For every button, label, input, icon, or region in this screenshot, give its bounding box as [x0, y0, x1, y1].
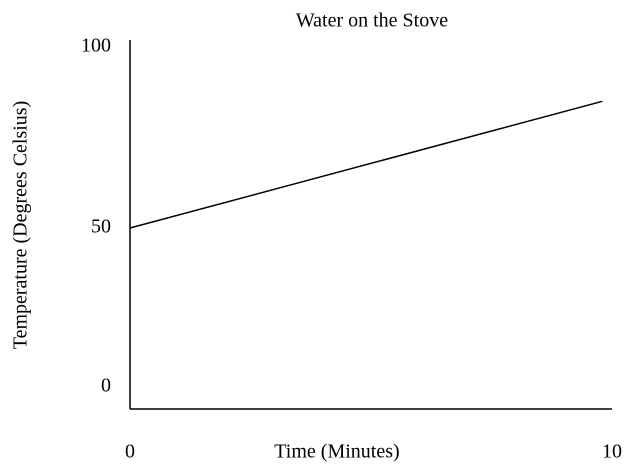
x-tick-label: 0 [125, 441, 135, 463]
data-line [129, 100, 603, 229]
y-axis-label: Temperature (Degrees Celsius) [10, 101, 32, 350]
chart-title: Water on the Stove [296, 10, 448, 32]
x-tick-label: 10 [602, 441, 622, 463]
y-tick-label: 0 [101, 375, 111, 397]
y-tick-label: 100 [81, 35, 111, 57]
y-tick-label: 50 [91, 216, 111, 238]
x-axis-label: Time (Minutes) [274, 441, 399, 463]
